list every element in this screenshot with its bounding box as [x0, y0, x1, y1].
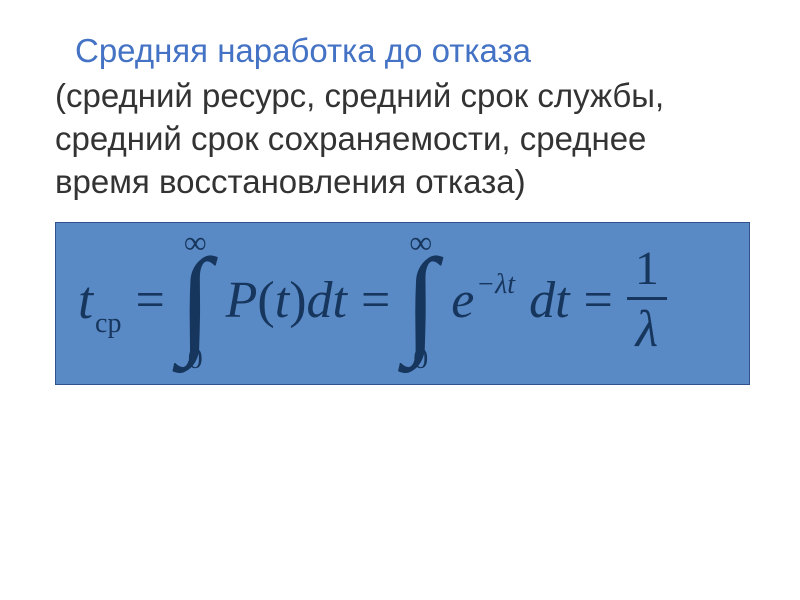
integral-1: ∞ ∫ 0 — [179, 233, 212, 369]
slide-title: Средняя наработка до отказа — [75, 30, 750, 73]
slide-subtitle: (средний ресурс, средний срок службы, ср… — [55, 75, 750, 204]
fraction-denominator: λ — [630, 304, 665, 356]
integral-2-symbol: ∫ — [404, 252, 437, 350]
fraction: 1 λ — [627, 245, 667, 356]
P-of-t-dt: P(t)dt — [226, 272, 347, 329]
var-t-subscript: ср — [95, 308, 121, 340]
equals-1: = — [135, 271, 164, 330]
integral-2: ∞ ∫ 0 — [404, 233, 437, 369]
formula-box: tср = ∞ ∫ 0 P(t)dt = ∞ ∫ 0 e−λt dt = 1 λ — [55, 222, 750, 386]
equals-2: = — [361, 271, 390, 330]
var-t: t — [78, 269, 93, 331]
fraction-bar — [627, 297, 667, 300]
dt-2: dt — [529, 271, 569, 330]
integral-1-lower: 0 — [188, 350, 203, 368]
equals-3: = — [584, 271, 613, 330]
fraction-numerator: 1 — [627, 245, 667, 293]
var-t-cp: tср — [78, 269, 121, 331]
integrand-2: e−λt — [451, 271, 515, 330]
integrand-1: P(t)dt — [226, 271, 347, 330]
e-base: e — [451, 271, 474, 330]
slide-container: Средняя наработка до отказа (средний рес… — [0, 0, 800, 600]
integral-1-symbol: ∫ — [179, 252, 212, 350]
e-exponent: −λt — [476, 269, 515, 301]
integral-2-lower: 0 — [413, 350, 428, 368]
